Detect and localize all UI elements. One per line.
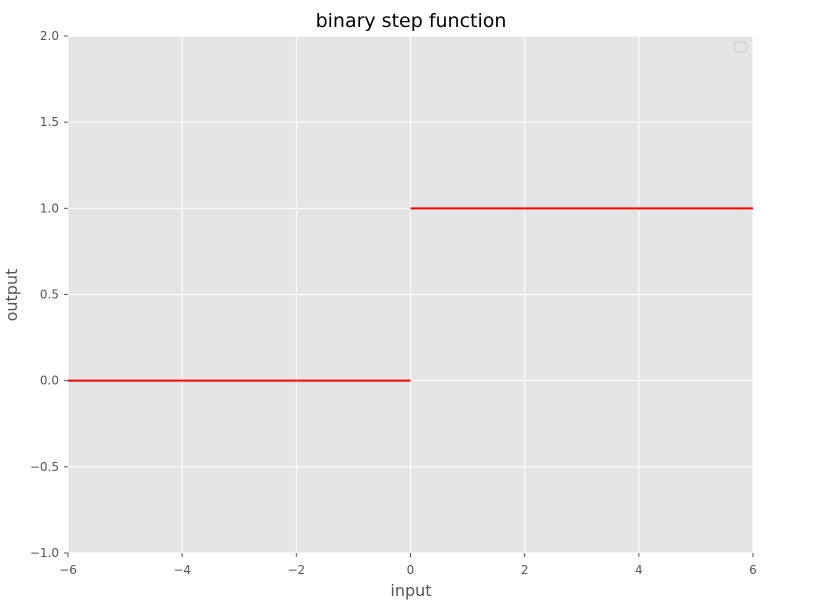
y-tick-label: 1.0 xyxy=(40,201,59,215)
x-tick-label: 4 xyxy=(635,563,643,577)
x-axis-ticks: −6 −4 −2 0 2 4 6 xyxy=(59,553,757,577)
x-tick-label: 0 xyxy=(407,563,415,577)
x-axis-label: input xyxy=(390,581,431,600)
x-tick-label: 6 xyxy=(749,563,757,577)
y-tick-label: 0.5 xyxy=(40,288,59,302)
y-axis-label: output xyxy=(2,269,21,322)
x-tick-label: −2 xyxy=(287,563,305,577)
x-tick-label: −4 xyxy=(173,563,191,577)
y-tick-label: 2.0 xyxy=(40,29,59,43)
y-tick-label: 1.5 xyxy=(40,115,59,129)
data-series xyxy=(68,207,753,382)
y-tick-label: −0.5 xyxy=(30,460,59,474)
y-tick-label: −1.0 xyxy=(30,546,59,560)
legend-box xyxy=(734,41,747,53)
y-axis-ticks: −1.0 −0.5 0.0 0.5 1.0 1.5 2.0 xyxy=(30,29,68,560)
chart-title: binary step function xyxy=(316,10,507,32)
x-tick-label: −6 xyxy=(59,563,77,577)
x-tick-label: 2 xyxy=(521,563,529,577)
y-tick-label: 0.0 xyxy=(40,374,59,388)
